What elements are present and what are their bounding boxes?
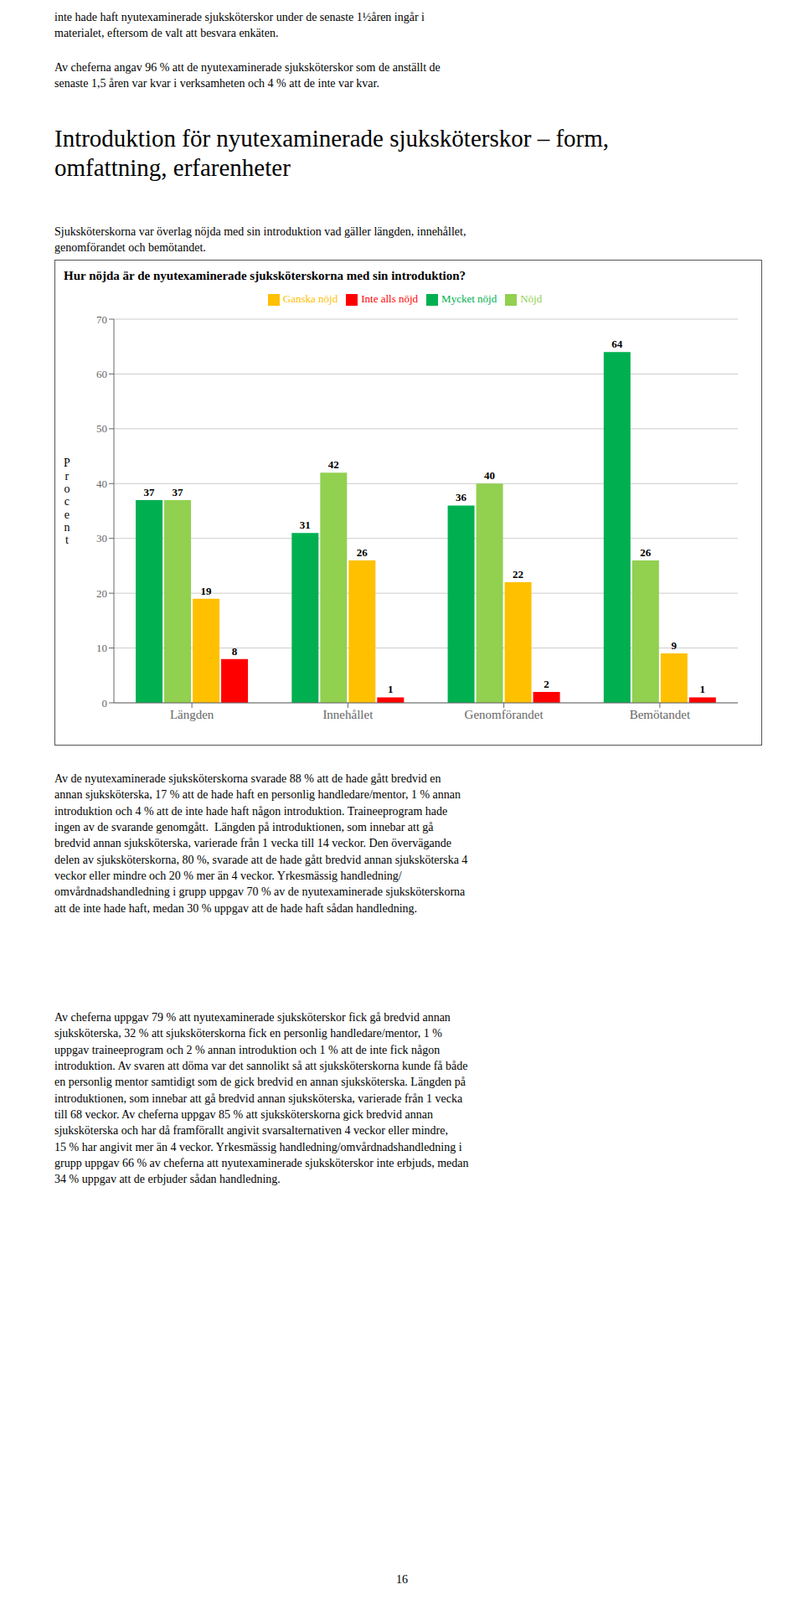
- svg-text:Bemötandet: Bemötandet: [629, 707, 691, 722]
- svg-text:42: 42: [328, 458, 340, 471]
- svg-text:22: 22: [512, 567, 524, 581]
- svg-text:1: 1: [700, 682, 707, 696]
- html-text:Av cheferna angav 96 % att de: Av cheferna angav 96 % att de nyutexamin…: [54, 61, 441, 74]
- html-text:Mycket nöjd: Mycket nöjd: [441, 292, 497, 305]
- svg-text:70: 70: [96, 313, 108, 326]
- html-text:materialet, eftersom de valt a: materialet, eftersom de valt att besvara…: [54, 26, 279, 40]
- html-text:en personlig mentor samtidigt: en personlig mentor samtidigt som de gic…: [54, 1075, 466, 1089]
- html-text:senaste 1,5 åren var kvar i ve: senaste 1,5 åren var kvar i verksamheten…: [54, 76, 380, 90]
- html-text:Sjuksköterskorna var överlag n: Sjuksköterskorna var överlag nöjda med s…: [54, 225, 466, 238]
- svg-text:50: 50: [96, 422, 108, 435]
- svg-text:20: 20: [96, 587, 108, 600]
- svg-text:0: 0: [102, 696, 109, 710]
- svg-text:19: 19: [201, 584, 213, 598]
- html-text:e: e: [64, 508, 70, 521]
- html-text:r: r: [64, 469, 69, 482]
- svg-text:37: 37: [172, 485, 185, 499]
- html-text:omvårdnadshandledning i grupp: omvårdnadshandledning i grupp uppgav 70 …: [54, 885, 466, 898]
- html-text:uppgav traineeprogram och 2 %: uppgav traineeprogram och 2 % annan intr…: [54, 1043, 440, 1056]
- html-text:annan sjuksköterska, 17 % att: annan sjuksköterska, 17 % att de hade ha…: [54, 788, 461, 801]
- html-text:bredvid annan sjuksköterska, v: bredvid annan sjuksköterska, varierade f…: [54, 836, 452, 850]
- html-text:Introduktion för nyutexaminera: Introduktion för nyutexaminerade sjukskö…: [54, 124, 609, 152]
- html-text:grupp uppgav 66 % av cheferna: grupp uppgav 66 % av cheferna att nyutex…: [54, 1156, 469, 1169]
- html-text:16: 16: [396, 1572, 408, 1586]
- svg-text:26: 26: [356, 546, 369, 559]
- html-text:att de inte hade haft, medan 3: att de inte hade haft, medan 30 % uppgav…: [54, 901, 418, 915]
- svg-text:10: 10: [96, 641, 108, 655]
- svg-text:1: 1: [387, 682, 394, 696]
- html-text:Ganska nöjd: Ganska nöjd: [282, 292, 338, 305]
- svg-text:60: 60: [96, 367, 108, 381]
- html-text:introduktion. Av svaren att dö: introduktion. Av svaren att döma var det…: [54, 1059, 468, 1072]
- html-text:34 % uppgav att de erbjuder så: 34 % uppgav att de erbjuder sådan handle…: [54, 1172, 281, 1186]
- svg-text:2: 2: [543, 677, 550, 691]
- html-text:c: c: [64, 495, 70, 508]
- svg-text:36: 36: [455, 490, 468, 504]
- html-text:Nöjd: Nöjd: [520, 292, 543, 305]
- svg-text:31: 31: [299, 518, 311, 531]
- html-text:Hur nöjda är de nyutexaminerad: Hur nöjda är de nyutexaminerade sjuksköt…: [63, 268, 466, 283]
- html-text:15 % har angivit mer än 4 veck: 15 % har angivit mer än 4 veckor. Yrkesm…: [54, 1140, 463, 1153]
- html-text:ingen av de svarande genomgått: ingen av de svarande genomgått. Längden …: [54, 820, 434, 834]
- html-text:Av cheferna uppgav 79 % att ny: Av cheferna uppgav 79 % att nyutexaminer…: [54, 1010, 451, 1024]
- html-text:sjuksköterska, 32 % att sjuksk: sjuksköterska, 32 % att sjuksköterskorna…: [54, 1027, 443, 1040]
- html-text:P: P: [63, 456, 71, 470]
- html-text:till 68 veckor. Av cheferna up: till 68 veckor. Av cheferna uppgav 85 % …: [54, 1107, 433, 1121]
- svg-text:Genomförandet: Genomförandet: [464, 707, 545, 722]
- svg-text:Innehållet: Innehållet: [322, 707, 374, 722]
- svg-text:37: 37: [144, 485, 156, 499]
- html-text:o: o: [63, 482, 70, 495]
- svg-text:9: 9: [671, 639, 678, 652]
- html-text:introduktionen, som innebar at: introduktionen, som innebar att gå bredv…: [54, 1091, 463, 1105]
- html-text:inte hade haft nyutexaminerade: inte hade haft nyutexaminerade sjuksköte…: [54, 10, 425, 24]
- html-text:omfattning, erfarenheter: omfattning, erfarenheter: [54, 153, 291, 181]
- html-text:introduktion och 4 % att de in: introduktion och 4 % att de inte hade ha…: [54, 804, 448, 818]
- html-text:Av de nyutexaminerade sjuksköt: Av de nyutexaminerade sjuksköterskorna s…: [54, 772, 442, 785]
- svg-text:30: 30: [96, 531, 108, 545]
- svg-text:Längden: Längden: [170, 707, 215, 722]
- html-text:Inte alls nöjd: Inte alls nöjd: [361, 292, 418, 305]
- svg-text:26: 26: [639, 546, 652, 559]
- html-text:genomförandet och bemötandet.: genomförandet och bemötandet.: [54, 241, 206, 254]
- html-text:veckor eller mindre och 20 % m: veckor eller mindre och 20 % mer än 4 ve…: [54, 869, 402, 882]
- svg-text:40: 40: [96, 477, 108, 490]
- svg-text:40: 40: [484, 469, 495, 482]
- html-text:delen av sjuksköterskorna, 80: delen av sjuksköterskorna, 80 %, svarade…: [54, 853, 468, 866]
- svg-text:8: 8: [231, 644, 238, 658]
- html-text:n: n: [63, 521, 70, 534]
- svg-text:64: 64: [611, 337, 624, 351]
- html-text:t: t: [65, 533, 69, 547]
- html-text:sjuksköterska och har då framf: sjuksköterska och har då framförallt ang…: [54, 1124, 449, 1137]
